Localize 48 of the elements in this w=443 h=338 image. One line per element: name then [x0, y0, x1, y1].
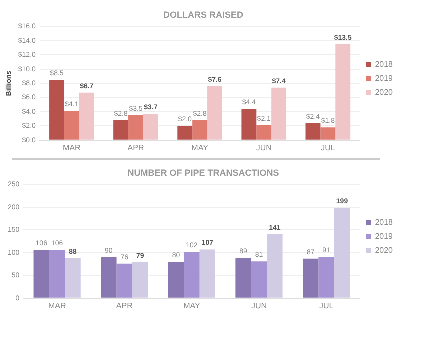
bar [267, 234, 283, 298]
chart-title: NUMBER OF PIPE TRANSACTIONS [128, 168, 280, 178]
x-tick-label: JUL [319, 301, 334, 310]
bar [302, 258, 319, 298]
bar [192, 120, 208, 140]
bar [336, 44, 351, 140]
bar [116, 264, 132, 298]
legend-label: 2020 [375, 88, 394, 98]
legend-label: 2020 [375, 246, 394, 256]
bar [272, 88, 287, 140]
x-tick-label: MAR [48, 301, 66, 310]
bar [168, 262, 184, 298]
bar [49, 250, 66, 298]
bar [65, 258, 81, 298]
bar [132, 262, 148, 298]
bar [208, 86, 222, 140]
bar [200, 250, 216, 298]
bar [114, 120, 129, 140]
legend-label: 2019 [375, 232, 394, 242]
bar [79, 92, 94, 140]
bar [320, 128, 336, 140]
x-tick-label: MAR [63, 143, 82, 152]
x-tick-label: APR [128, 143, 144, 152]
chart-title: DOLLARS RAISED [163, 10, 244, 20]
legend-label: 2019 [375, 74, 394, 84]
bar [242, 109, 257, 140]
x-tick-label: JUL [321, 143, 336, 152]
bar [143, 114, 158, 140]
bar [251, 262, 268, 298]
legend-label: 2018 [375, 60, 394, 70]
bar [334, 208, 350, 298]
bar [101, 258, 117, 298]
bar [178, 126, 193, 140]
bar [318, 257, 334, 298]
x-tick-label: MAY [192, 143, 210, 152]
bar [64, 111, 80, 140]
bar [236, 258, 252, 298]
bar [128, 116, 144, 140]
bar [34, 250, 50, 298]
bar [306, 123, 321, 140]
legend-label: 2018 [375, 218, 394, 228]
bar [256, 125, 272, 140]
x-tick-label: MAY [184, 301, 201, 310]
bar [50, 80, 64, 140]
x-tick-label: JUN [251, 301, 268, 310]
x-tick-label: JUN [256, 143, 272, 152]
x-tick-label: APR [116, 301, 134, 310]
bar [184, 252, 200, 298]
